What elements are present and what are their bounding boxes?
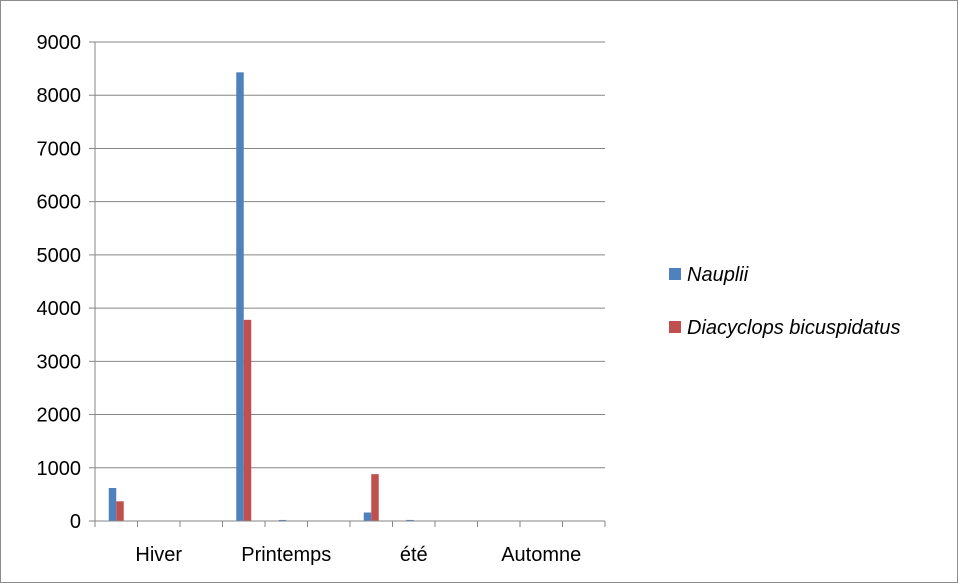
y-tick-labels: 0 1000 2000 3000 4000 5000 6000 7000 8000 9000 <box>37 32 82 533</box>
bar-diacyclops <box>116 501 124 521</box>
x-tick-label: Printemps <box>241 544 331 566</box>
bars <box>108 72 414 521</box>
axes <box>94 42 606 527</box>
bar-nauplii <box>236 72 244 521</box>
x-tick-labels: Hiver Printemps été Automne <box>135 544 581 566</box>
x-tick-label: Automne <box>501 544 581 566</box>
y-tick-label: 5000 <box>37 245 82 267</box>
bar-nauplii <box>108 488 117 521</box>
legend: Nauplii Diacyclops bicuspidatus <box>669 264 900 339</box>
y-tick-label: 7000 <box>37 138 82 160</box>
x-tick-label: Hiver <box>135 544 182 566</box>
y-tick-label: 1000 <box>37 458 82 480</box>
bar-diacyclops <box>371 474 379 521</box>
legend-label: Nauplii <box>687 264 749 286</box>
bar-nauplii <box>278 519 287 521</box>
y-tick-label: 0 <box>70 511 81 533</box>
y-tick-label: 4000 <box>37 298 82 320</box>
grid-lines <box>89 41 605 522</box>
bar-nauplii <box>363 512 372 521</box>
legend-swatch <box>669 268 681 280</box>
bar-diacyclops <box>243 319 252 521</box>
y-tick-label: 8000 <box>37 85 82 107</box>
y-tick-label: 2000 <box>37 405 82 427</box>
legend-swatch <box>669 321 681 333</box>
y-tick-label: 6000 <box>37 192 82 214</box>
y-tick-label: 9000 <box>37 32 82 54</box>
bar-nauplii <box>406 519 414 521</box>
x-tick-label: été <box>400 544 428 566</box>
legend-label: Diacyclops bicuspidatus <box>687 317 900 339</box>
y-tick-label: 3000 <box>37 351 82 373</box>
